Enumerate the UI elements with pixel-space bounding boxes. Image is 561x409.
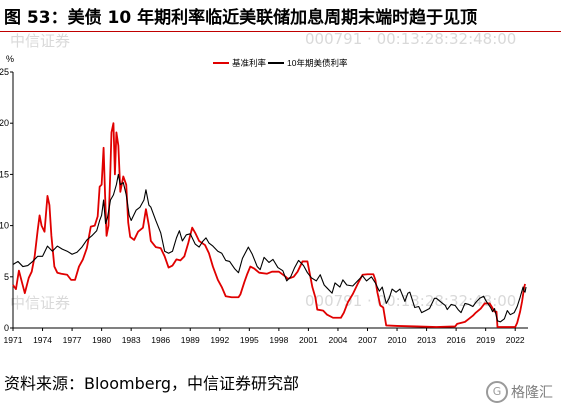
logo-icon: G [486,381,508,403]
y-tick-label: 25 [0,67,9,77]
chart-axes: % 0 5 10 15 20 25 1971 1974 1977 1980 1983 1986 1989 1… [0,54,528,345]
x-tick-label: 1986 [151,335,170,345]
y-tick-label: 15 [0,169,9,179]
x-tick-label: 1980 [92,335,111,345]
chart-legend: 基准利率 10年期美债利率 [213,58,348,68]
series-line-10y-yield [12,173,527,323]
x-tick-label: 1983 [122,335,141,345]
legend-label: 基准利率 [232,58,267,68]
x-tick-label: 2001 [299,335,318,345]
y-tick-label: 10 [0,221,9,231]
chart-plot-area [12,122,527,328]
x-tick-label: 2007 [358,335,377,345]
source-note: 资料来源：Bloomberg，中信证券研究部 [4,374,300,393]
x-tick-label: 1995 [240,335,259,345]
y-tick-label: 0 [4,323,9,333]
x-tick-label: 1971 [4,335,23,345]
brand-logo: G 格隆汇 [486,381,553,403]
logo-text: 格隆汇 [511,385,553,401]
x-tick-label: 2022 [506,335,525,345]
x-tick-label: 2004 [328,335,347,345]
figure-title: 图 53：美债 10 年期利率临近美联储加息周期末端时趋于见顶 [4,8,478,28]
x-tick-label: 2010 [388,335,407,345]
x-tick-label: 2016 [447,335,466,345]
y-tick-label: 5 [4,272,9,282]
series-line-policy-rate [12,122,526,328]
watermark-text: 中信证券 [10,294,71,312]
title-divider [0,31,561,32]
legend-label: 10年期美债利率 [287,58,348,68]
x-tick-label: 1989 [181,335,200,345]
x-tick-label: 1998 [269,335,288,345]
x-tick-label: 1974 [33,335,52,345]
watermark-text: 中信证券 [10,32,71,50]
y-tick-label: 20 [0,118,9,128]
x-tick-label: 2019 [476,335,495,345]
watermark-text: 000791 · 00:13:28:32:48:00 [305,30,517,48]
x-tick-label: 1977 [63,335,82,345]
x-tick-label: 2013 [417,335,436,345]
x-tick-label: 1992 [210,335,229,345]
y-axis-unit-label: % [6,54,14,64]
